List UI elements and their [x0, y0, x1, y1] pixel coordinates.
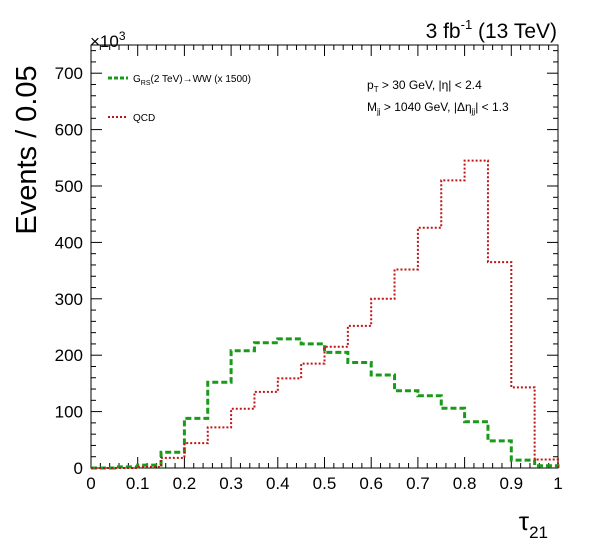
- axis-ticks: [90, 45, 559, 469]
- histogram-line: [91, 159, 559, 469]
- x-tick-label: 0.9: [499, 474, 523, 493]
- legend-label: GRS(2 TeV)→WW (x 1500): [133, 74, 251, 87]
- cut-annotation: Mjj > 1040 GeV, |Δηjj| < 1.3: [367, 100, 509, 116]
- y-tick-label: 200: [55, 346, 83, 365]
- x-tick-label: 0.2: [173, 474, 197, 493]
- x-tick-label: 0.3: [219, 474, 243, 493]
- y-axis-title: Events / 0.05: [11, 65, 43, 234]
- y-tick-label: 400: [55, 233, 83, 252]
- x-tick-label: 0.5: [313, 474, 337, 493]
- x-axis-title: τ21: [519, 506, 548, 542]
- cut-annotations: pT > 30 GeV, |η| < 2.4 Mjj > 1040 GeV, |Δ…: [367, 78, 509, 116]
- x-tick-label: 0.6: [359, 474, 383, 493]
- y-tick-label: 100: [55, 403, 83, 422]
- x-tick-label: 0.1: [126, 474, 150, 493]
- exponent-label: ×103: [90, 29, 126, 51]
- y-tick-label: 0: [74, 459, 83, 478]
- x-tick-labels: 0 0.1 0.2 0.3 0.4 0.5 0.6 0.7 0.8 0.9 1: [86, 474, 562, 493]
- signal-series: [91, 337, 560, 470]
- y-tick-labels: 0 100 200 300 400 500 600 700: [55, 64, 83, 478]
- luminosity-label: 3 fb-1 (13 TeV): [426, 17, 557, 43]
- series-group: [91, 159, 560, 470]
- histogram-line: [91, 337, 560, 470]
- x-tick-label: 0.7: [406, 474, 430, 493]
- legend-label: QCD: [133, 113, 155, 124]
- legend: GRS(2 TeV)→WW (x 1500) QCD: [108, 74, 251, 124]
- x-tick-label: 0.8: [453, 474, 477, 493]
- cut-annotation: pT > 30 GeV, |η| < 2.4: [367, 78, 482, 94]
- y-tick-label: 700: [55, 64, 83, 83]
- x-tick-label: 0.4: [266, 474, 290, 493]
- x-tick-label: 1: [553, 474, 562, 493]
- y-tick-label: 300: [55, 290, 83, 309]
- x-tick-label: 0: [86, 474, 95, 493]
- qcd-series: [91, 159, 559, 469]
- y-tick-label: 500: [55, 177, 83, 196]
- y-tick-label: 600: [55, 121, 83, 140]
